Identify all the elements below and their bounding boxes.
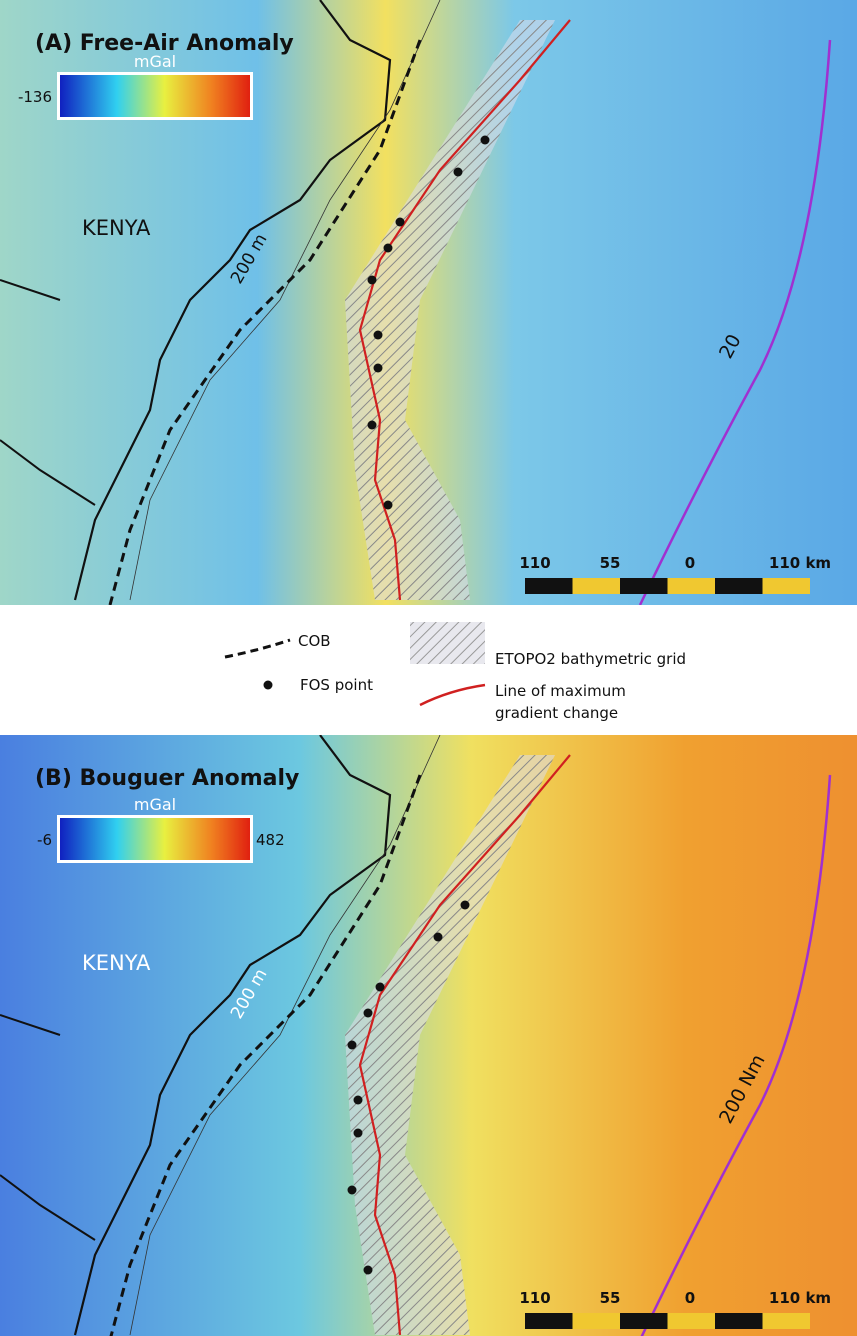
cob-swatch [225,640,290,657]
fos-point [434,933,443,942]
fos-point [348,1186,357,1195]
country-label: KENYA [82,216,151,240]
scale-segment [573,578,621,594]
legend [0,605,857,735]
fos-point [364,1009,373,1018]
fos-point [384,501,393,510]
scale-segment [763,1313,811,1329]
panel-title: (B) Bouguer Anomaly [35,766,299,791]
colorbar [60,818,250,860]
fos-point [396,218,405,227]
fos-point [354,1129,363,1138]
fos-point [374,364,383,373]
fos-point [354,1096,363,1105]
fos-point [348,1041,357,1050]
fos-point [454,168,463,177]
colorbar-unit: mGal [134,795,176,814]
scale-label: 55 [600,1289,621,1307]
colorbar [60,75,250,117]
etopo-swatch [410,622,485,664]
scale-label: 110 [519,1289,550,1307]
scale-segment [620,578,668,594]
fos-swatch [264,681,273,690]
legend-label: ETOPO2 bathymetric grid [495,650,686,668]
fos-point [364,1266,373,1275]
scale-segment [763,578,811,594]
colorbar-max: 482 [256,831,285,849]
fos-point [481,136,490,145]
country-label: KENYA [82,951,151,975]
scale-segment [620,1313,668,1329]
scale-label: 0 [685,554,695,572]
colorbar-min: -6 [37,831,52,849]
scale-label: 110 km [769,1289,831,1307]
scale-label: 0 [685,1289,695,1307]
fos-point [368,421,377,430]
scale-segment [525,578,573,594]
scale-segment [668,1313,716,1329]
scale-segment [668,578,716,594]
legend-label: COB [298,632,331,650]
colorbar-min: -136 [18,88,52,106]
gradient-swatch [420,685,485,705]
scale-segment [715,1313,763,1329]
fos-point [374,331,383,340]
scale-segment [715,578,763,594]
colorbar-unit: mGal [134,52,176,71]
scale-segment [525,1313,573,1329]
fos-point [461,901,470,910]
scale-label: 110 km [769,554,831,572]
figure: (A) Free-Air AnomalymGal-136KENYA200 m20… [0,0,857,1336]
fos-point [384,244,393,253]
scale-label: 55 [600,554,621,572]
legend-label: FOS point [300,676,373,694]
fos-point [376,983,385,992]
legend-label: Line of maximum gradient change [495,680,665,724]
scale-label: 110 [519,554,550,572]
fos-point [368,276,377,285]
scale-segment [573,1313,621,1329]
